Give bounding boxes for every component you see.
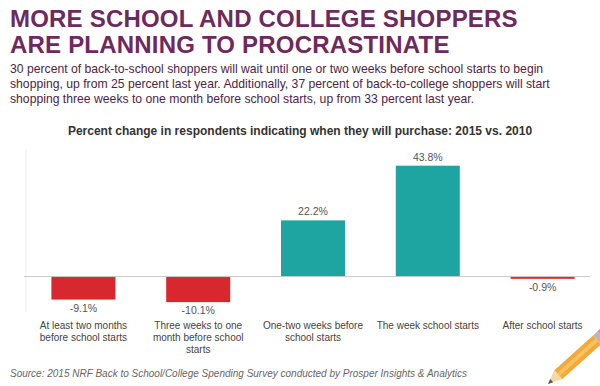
- bar: [396, 166, 460, 277]
- pencil-stripe: [557, 338, 598, 376]
- bars: [51, 166, 574, 302]
- bar: [51, 277, 115, 300]
- category-label: At least two months before school starts: [26, 320, 141, 344]
- pencil-eraser: [597, 326, 600, 340]
- pencil-ferrule: [593, 331, 600, 344]
- pencil-body: [554, 335, 600, 379]
- plot-title: Percent change in respondents indicating…: [0, 124, 600, 138]
- data-label: 43.8%: [413, 151, 443, 163]
- category-label: After school starts: [485, 320, 600, 332]
- title: MORE SCHOOL AND COLLEGE SHOPPERS ARE PLA…: [10, 6, 540, 58]
- data-label: -9.1%: [70, 302, 97, 314]
- data-label: 22.2%: [298, 205, 328, 217]
- pencil-tip: [547, 379, 554, 386]
- pencil: [544, 326, 600, 386]
- data-label: -0.9%: [529, 281, 556, 293]
- category-label: One-two weeks before school starts: [256, 320, 371, 344]
- category-label: The week school starts: [370, 320, 485, 332]
- subtitle: 30 percent of back-to-school shoppers wi…: [10, 62, 595, 107]
- baseline: [24, 276, 590, 277]
- bar: [166, 277, 230, 303]
- data-label: -10.1%: [182, 304, 215, 316]
- source: Source: 2015 NRF Back to School/College …: [10, 368, 467, 379]
- bar: [281, 220, 345, 276]
- category-label: Three weeks to one month before school s…: [141, 320, 256, 356]
- y-axis-line: [26, 150, 27, 312]
